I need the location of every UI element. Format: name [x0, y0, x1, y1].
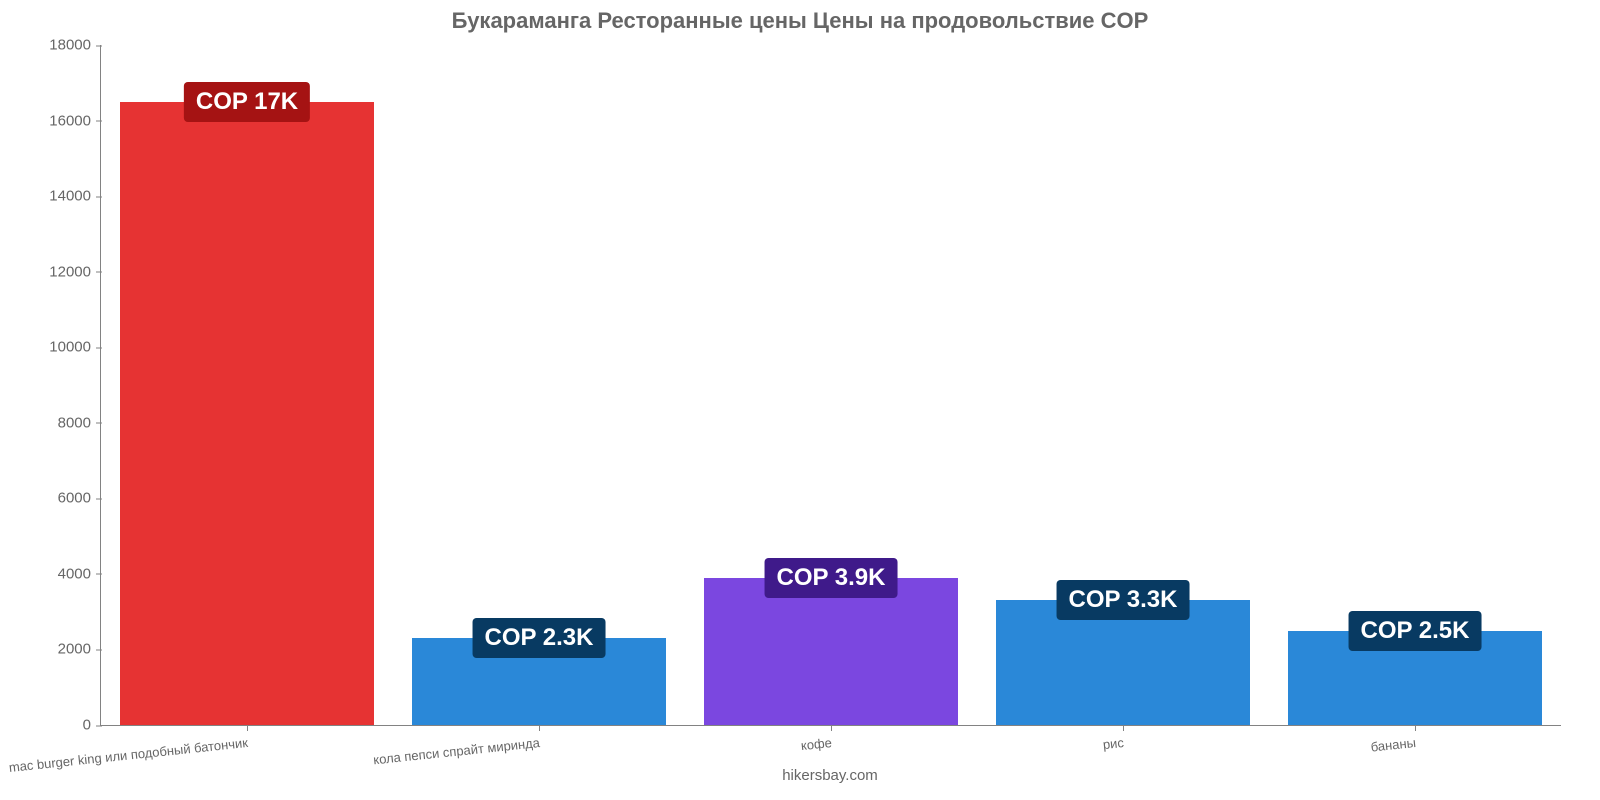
- x-tick-mark: [1415, 725, 1416, 731]
- y-tick-label: 2000: [58, 641, 101, 658]
- chart-container: Букараманга Ресторанные цены Цены на про…: [0, 0, 1600, 800]
- chart-title: Букараманга Ресторанные цены Цены на про…: [0, 8, 1600, 34]
- x-tick-mark: [247, 725, 248, 731]
- y-tick-label: 0: [83, 717, 101, 734]
- bar-value-label: COP 2.3K: [473, 618, 606, 658]
- y-tick-label: 14000: [49, 188, 101, 205]
- bar-value-label: COP 3.3K: [1057, 580, 1190, 620]
- bar-value-label: COP 3.9K: [765, 558, 898, 598]
- x-tick-mark: [539, 725, 540, 731]
- y-tick-label: 10000: [49, 339, 101, 356]
- bar: [120, 102, 374, 725]
- attribution-text: hikersbay.com: [100, 767, 1560, 784]
- bar-value-label: COP 17K: [184, 82, 310, 122]
- bar-value-label: COP 2.5K: [1349, 611, 1482, 651]
- x-tick-mark: [831, 725, 832, 731]
- y-tick-label: 12000: [49, 263, 101, 280]
- y-tick-label: 6000: [58, 490, 101, 507]
- x-tick-mark: [1123, 725, 1124, 731]
- bar: [704, 578, 958, 725]
- y-tick-label: 8000: [58, 414, 101, 431]
- y-tick-label: 18000: [49, 37, 101, 54]
- plot-area: 0200040006000800010000120001400016000180…: [100, 45, 1561, 726]
- y-tick-label: 16000: [49, 112, 101, 129]
- y-tick-label: 4000: [58, 565, 101, 582]
